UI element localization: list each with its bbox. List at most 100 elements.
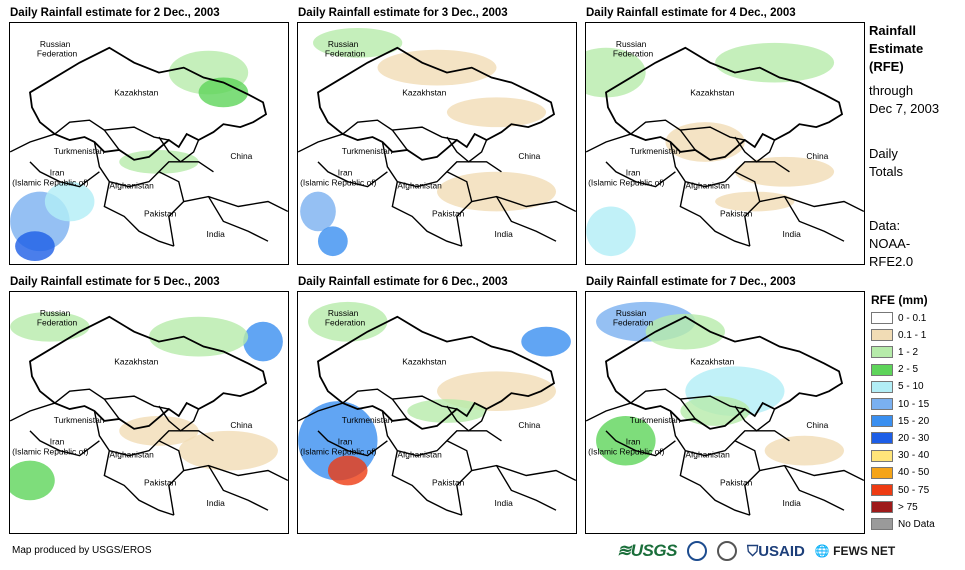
- country-label: India: [783, 498, 802, 508]
- rainfall-area: [680, 396, 750, 426]
- country-border: [207, 465, 269, 511]
- legend-item: 5 - 10: [871, 380, 924, 394]
- legend-swatch: [871, 329, 893, 342]
- country-border: [680, 126, 745, 141]
- country-label: (Islamic Republic of): [12, 178, 88, 188]
- rainfall-area: [715, 191, 795, 212]
- legend-item: 50 - 75: [871, 483, 929, 497]
- legend-label: 40 - 50: [898, 467, 930, 479]
- legend-label: 1 - 2: [898, 346, 919, 358]
- legend-label: 50 - 75: [898, 484, 930, 496]
- panel-title-1: Daily Rainfall estimate for 2 Dec., 2003: [10, 7, 220, 19]
- rainfall-area: [44, 181, 95, 222]
- country-border: [605, 430, 676, 457]
- region-outline: [29, 315, 268, 430]
- country-border: [586, 133, 631, 153]
- side-title: Rainfall Estimate (RFE): [869, 23, 924, 74]
- country-border: [103, 181, 175, 247]
- country-border: [586, 402, 631, 422]
- rainfall-area: [313, 27, 403, 58]
- country-label: Russian: [40, 308, 71, 318]
- country-border: [680, 395, 745, 410]
- country-border: [630, 119, 696, 151]
- legend-swatch: [871, 449, 893, 462]
- rainfall-area: [377, 49, 497, 86]
- map-panel-5: Russian Federation Kazakhstan Turkmenistan C…: [297, 291, 577, 534]
- legend-swatch: [871, 518, 893, 531]
- country-border: [317, 430, 388, 457]
- country-border: [495, 465, 557, 511]
- legend-label: 15 - 20: [898, 415, 930, 427]
- panel-title-6: Daily Rainfall estimate for 7 Dec., 2003: [586, 276, 796, 288]
- country-border: [734, 440, 761, 516]
- country-border: [29, 430, 100, 457]
- rainfall-area: [317, 226, 348, 257]
- country-label: India: [783, 229, 802, 239]
- rainfall-area: [243, 321, 283, 362]
- fews-net-logo: 🌐 FEWS NET: [814, 544, 896, 558]
- legend-swatch: [871, 312, 893, 324]
- country-label: Russian: [328, 308, 359, 318]
- country-label: Russian: [40, 39, 71, 49]
- legend-item: 30 - 40: [871, 449, 929, 463]
- country-label: Kazakhstan: [114, 87, 158, 97]
- country-label: (Islamic Republic of): [588, 178, 664, 188]
- legend-label: 5 - 10: [898, 381, 924, 393]
- country-border: [207, 196, 269, 242]
- country-label: Iran: [338, 168, 353, 178]
- country-label: Russian: [328, 39, 359, 49]
- rainfall-area: [15, 231, 55, 262]
- side-daily: Daily Totals: [869, 146, 903, 179]
- rainfall-area: [178, 430, 278, 471]
- country-label: Iran: [338, 437, 353, 447]
- legend-label: 20 - 30: [898, 432, 930, 444]
- country-label: Iran: [626, 437, 641, 447]
- panel-title-4: Daily Rainfall estimate for 5 Dec., 2003: [10, 276, 220, 288]
- country-border: [756, 430, 790, 442]
- country-border: [471, 464, 576, 482]
- country-border: [679, 181, 751, 247]
- legend-swatch: [871, 466, 893, 479]
- map-panel-3: Russian Federation Kazakhstan Turkmenistan C…: [585, 22, 865, 265]
- country-border: [734, 171, 761, 247]
- rainfall-area: [586, 47, 646, 98]
- country-label: (Islamic Republic of): [300, 178, 376, 188]
- region-outline: [605, 46, 844, 161]
- side-through: through Dec 7, 2003: [869, 83, 940, 116]
- country-label: Afghanistan: [685, 450, 730, 460]
- country-label: Turkmenistan: [630, 415, 681, 425]
- rainfall-area: [198, 77, 249, 108]
- map-panel-4: Russian Federation Kazakhstan Turkmenistan C…: [9, 291, 289, 534]
- nasa-seal-icon: [716, 541, 737, 561]
- region-outline: [317, 315, 556, 430]
- legend-item: 0 - 0.1: [871, 311, 926, 325]
- rainfall-area: [119, 149, 199, 174]
- panel-title-2: Daily Rainfall estimate for 3 Dec., 2003: [298, 7, 508, 19]
- map-panel-1: Russian Federation Kazakhstan Turkmenistan C…: [9, 22, 289, 265]
- legend-item: No Data: [871, 517, 935, 531]
- legend-swatch: [871, 380, 893, 393]
- map-panel-2: Russian Federation Kazakhstan Turkmenistan C…: [297, 22, 577, 265]
- country-border: [630, 388, 696, 420]
- region-outline: [317, 46, 556, 161]
- country-border: [103, 450, 175, 516]
- country-border: [495, 196, 557, 242]
- country-border: [180, 161, 214, 173]
- country-border: [392, 126, 457, 141]
- country-border: [391, 181, 463, 247]
- rainfall-area: [149, 316, 249, 357]
- country-label: Afghanistan: [109, 450, 154, 460]
- legend-swatch: [871, 415, 893, 428]
- country-label: India: [495, 229, 514, 239]
- country-border: [471, 195, 576, 213]
- legend-item: 0.1 - 1: [871, 328, 926, 342]
- country-label: Afghanistan: [109, 181, 154, 191]
- legend-item: 2 - 5: [871, 363, 918, 377]
- rainfall-area: [764, 435, 845, 466]
- legend-swatch: [871, 484, 893, 496]
- country-border: [93, 141, 181, 188]
- country-label: Russian: [616, 39, 647, 49]
- country-label: China: [806, 151, 828, 161]
